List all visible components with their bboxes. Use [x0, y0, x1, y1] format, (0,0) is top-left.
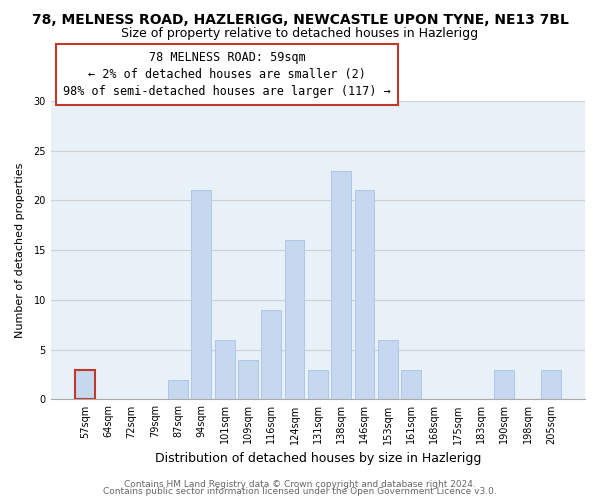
Bar [308, 370, 328, 400]
X-axis label: Distribution of detached houses by size in Hazlerigg: Distribution of detached houses by size … [155, 452, 481, 465]
Bar [75, 370, 95, 400]
Bar [331, 170, 351, 400]
Text: Size of property relative to detached houses in Hazlerigg: Size of property relative to detached ho… [121, 28, 479, 40]
Bar [355, 190, 374, 400]
Bar [494, 370, 514, 400]
Bar [215, 340, 235, 400]
Bar [401, 370, 421, 400]
Text: 78 MELNESS ROAD: 59sqm
← 2% of detached houses are smaller (2)
98% of semi-detac: 78 MELNESS ROAD: 59sqm ← 2% of detached … [63, 51, 391, 98]
Bar [168, 380, 188, 400]
Bar [262, 310, 281, 400]
Bar [191, 190, 211, 400]
Bar [238, 360, 258, 400]
Bar [378, 340, 398, 400]
Bar [541, 370, 561, 400]
Text: Contains HM Land Registry data © Crown copyright and database right 2024.: Contains HM Land Registry data © Crown c… [124, 480, 476, 489]
Text: 78, MELNESS ROAD, HAZLERIGG, NEWCASTLE UPON TYNE, NE13 7BL: 78, MELNESS ROAD, HAZLERIGG, NEWCASTLE U… [32, 12, 568, 26]
Y-axis label: Number of detached properties: Number of detached properties [15, 162, 25, 338]
Bar [284, 240, 304, 400]
Text: Contains public sector information licensed under the Open Government Licence v3: Contains public sector information licen… [103, 488, 497, 496]
